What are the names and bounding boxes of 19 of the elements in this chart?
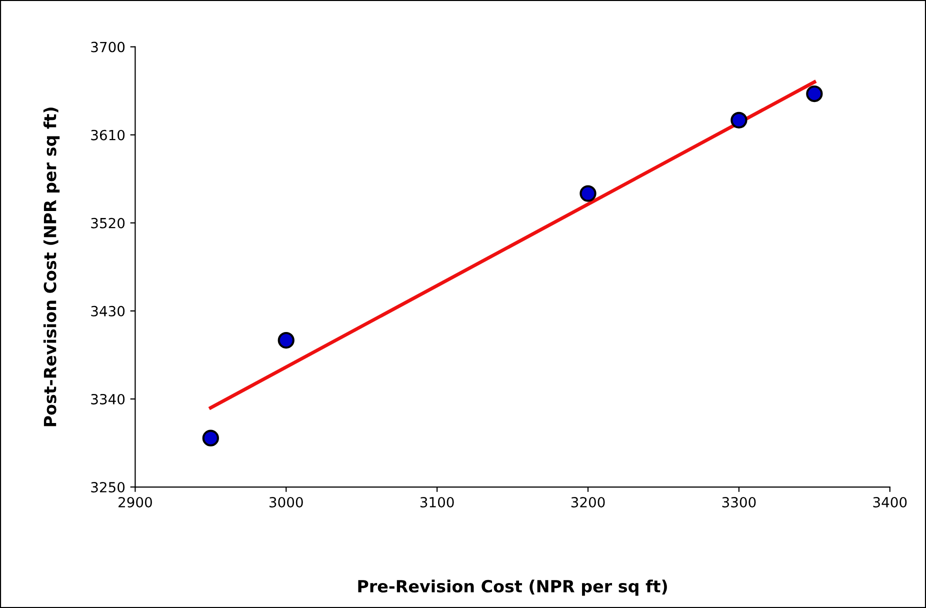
y-tick-label: 3700 xyxy=(91,42,125,52)
x-axis-title: Pre-Revision Cost (NPR per sq ft) xyxy=(358,580,667,596)
x-tick-label: 3300 xyxy=(722,496,756,508)
x-tick-label: 3000 xyxy=(270,496,303,508)
x-tick-label: 2900 xyxy=(118,496,152,508)
x-tick-label: 3100 xyxy=(420,496,454,508)
point xyxy=(730,112,748,129)
y-tick-label: 3340 xyxy=(91,394,125,404)
point xyxy=(580,185,596,202)
y-tick-label: 3430 xyxy=(91,306,125,316)
x-tick-label: 3400 xyxy=(873,496,907,508)
x-tick-label: 3200 xyxy=(571,496,605,508)
point xyxy=(278,332,294,349)
y-axis-title: Post-Revision Cost (NPR per sq ft) xyxy=(43,108,60,426)
y-tick-label: 3610 xyxy=(91,130,125,140)
y-tick-label: 3250 xyxy=(91,482,125,492)
y-tick-label: 3520 xyxy=(91,218,125,228)
point xyxy=(202,430,219,446)
point xyxy=(806,85,823,102)
